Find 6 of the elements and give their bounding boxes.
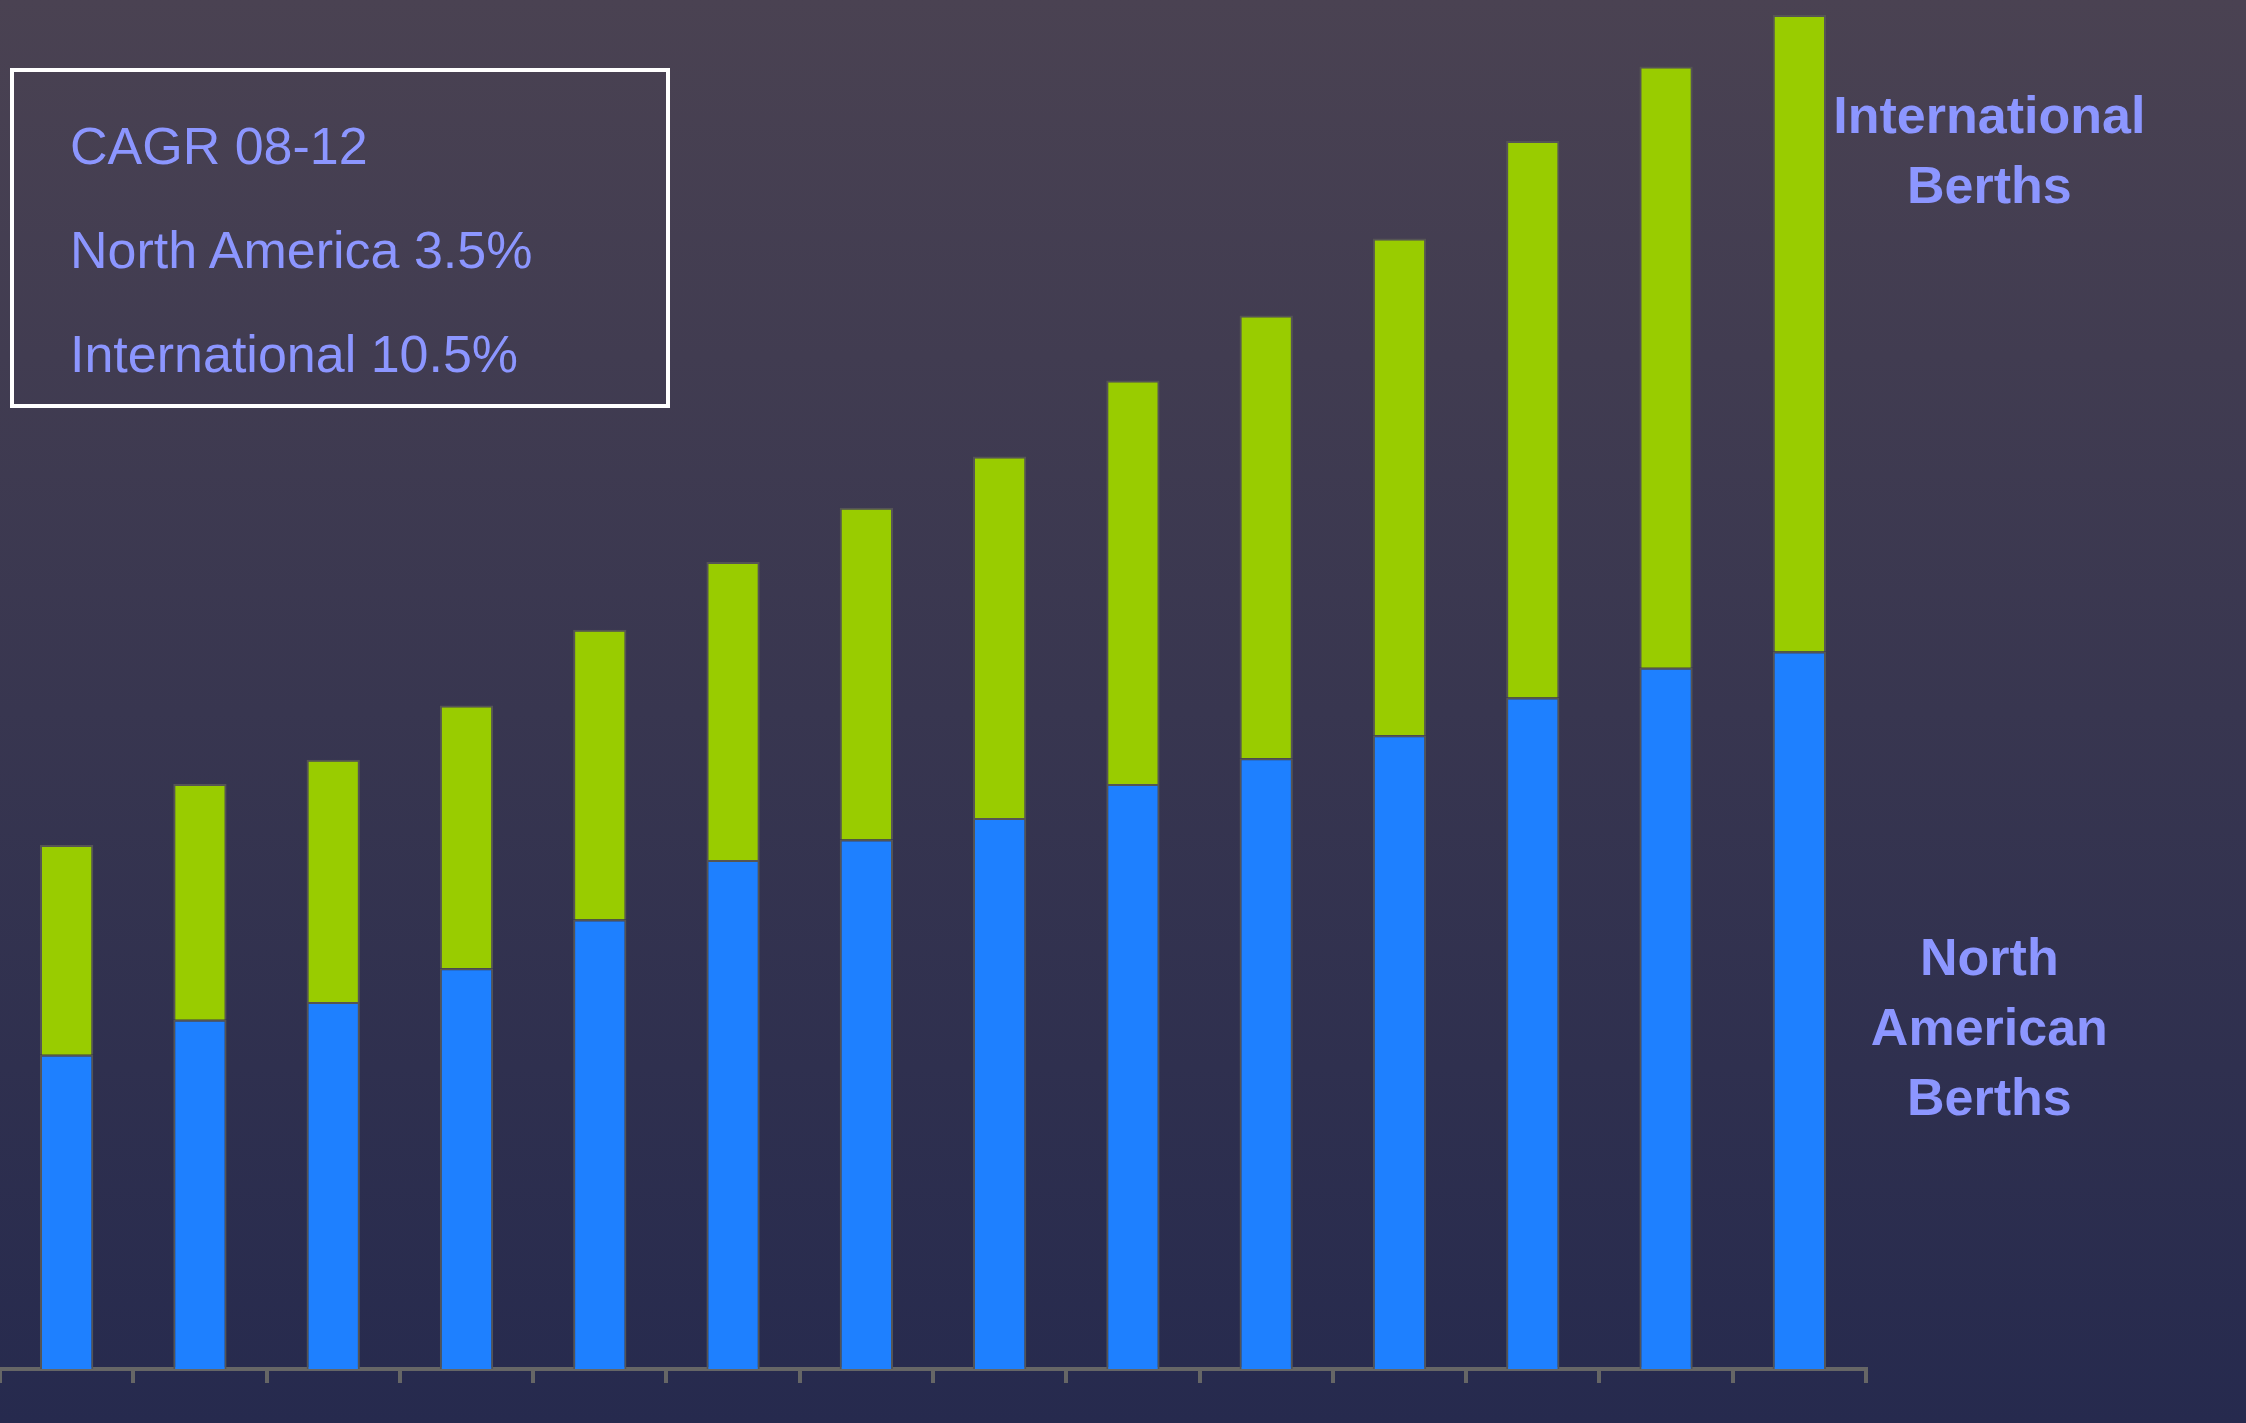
series-label: International Berths <box>1833 85 2146 214</box>
series-label: North American Berths <box>1870 927 2108 1126</box>
annotation: International 10.5% <box>70 324 520 385</box>
note-frame: CAGR 08-12 North America 3.5% International 10.5% <box>10 68 670 408</box>
annotation: North America 3.5% <box>70 220 534 281</box>
annotation: CAGR 08-12 <box>70 116 369 177</box>
